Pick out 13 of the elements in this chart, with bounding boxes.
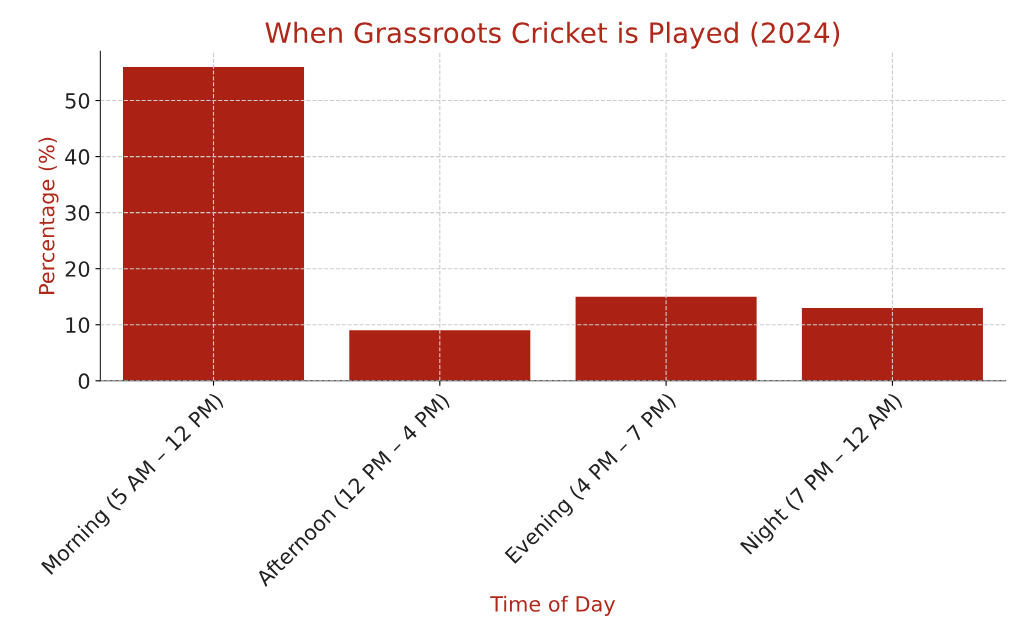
- y-tick-label: 40: [65, 149, 90, 165]
- y-tick-label: 50: [65, 92, 90, 109]
- bar: [801, 307, 983, 381]
- bar: [575, 296, 757, 381]
- y-tick-label: 10: [66, 317, 90, 333]
- y-axis-title: Percentage (%): [38, 137, 59, 294]
- chart-title: When Grassroots Cricket is Played (2024): [265, 21, 840, 49]
- x-axis-title: Time of Day: [490, 595, 616, 616]
- bar: [122, 66, 305, 381]
- y-tick-label: 30: [65, 205, 90, 221]
- y-tick-label: 20: [65, 261, 90, 277]
- bar: [349, 330, 531, 381]
- y-tick-label: 0: [78, 373, 90, 390]
